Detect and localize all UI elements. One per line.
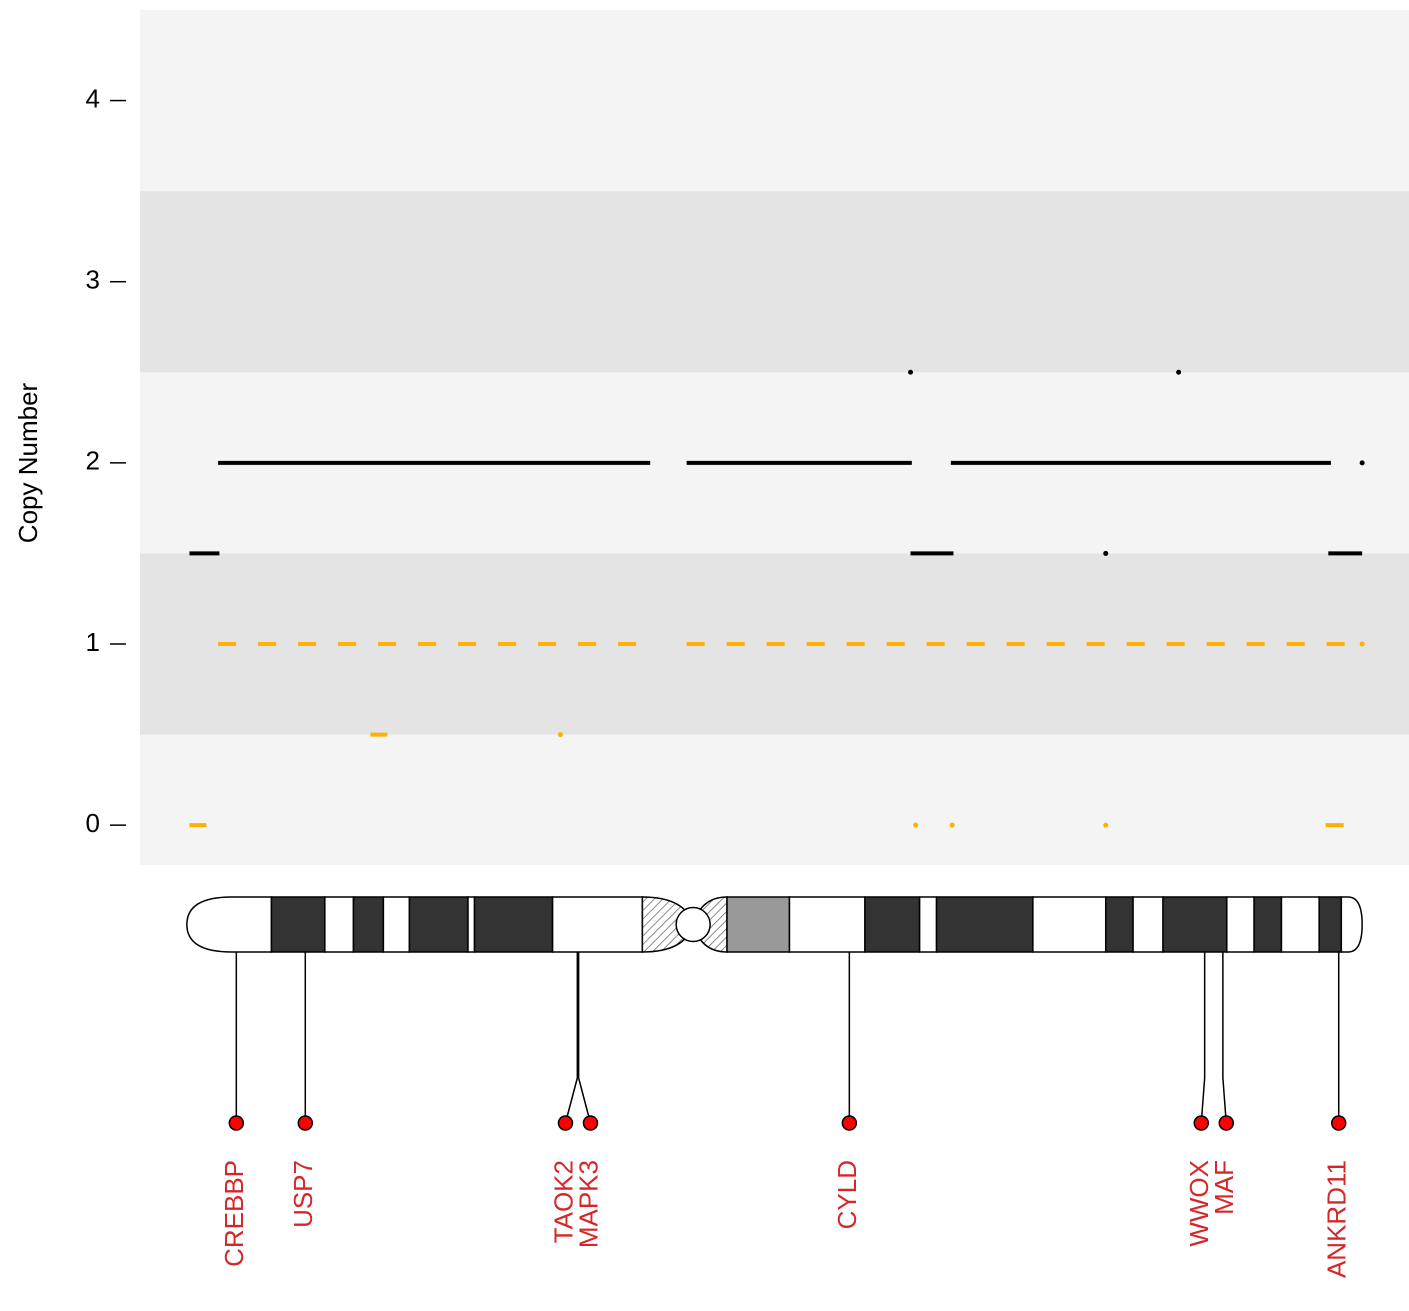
segment-point	[908, 369, 914, 375]
segment-point	[1103, 822, 1109, 828]
gene-dot	[1193, 1115, 1210, 1131]
y-tick-label: 2	[86, 446, 100, 476]
ideogram-band	[864, 896, 921, 953]
y-tick-label: 4	[86, 83, 100, 113]
ideogram-band	[352, 896, 385, 953]
gene-label: USP7	[288, 1160, 318, 1228]
segment-point	[1359, 460, 1365, 466]
gene-connector	[577, 952, 592, 1124]
ideogram-band	[918, 896, 938, 953]
shading-band	[140, 191, 1409, 373]
gene-label: CREBBP	[219, 1160, 249, 1267]
gene-dot	[297, 1115, 314, 1131]
gene-dot	[1330, 1115, 1347, 1131]
ideogram-band	[1032, 896, 1107, 953]
gene-label: MAPK3	[573, 1160, 603, 1248]
ideogram-band	[473, 896, 554, 953]
segment-point	[1176, 369, 1182, 375]
gene-label: TAOK2	[548, 1160, 578, 1243]
ideogram-band	[270, 896, 326, 953]
gene-label: CYLD	[832, 1160, 862, 1229]
segment-point	[1359, 641, 1365, 647]
ideogram-band	[186, 896, 273, 953]
gene-dot	[228, 1115, 245, 1131]
centromere	[675, 906, 711, 943]
y-tick-label: 0	[86, 808, 100, 838]
gene-connector	[564, 952, 579, 1124]
gene-dot	[841, 1115, 858, 1131]
ideogram-band	[788, 896, 866, 953]
plot-background	[140, 10, 1409, 865]
ideogram-band	[1132, 896, 1164, 953]
gene-label: WWOX	[1184, 1160, 1214, 1247]
ideogram-band	[382, 896, 411, 953]
ideogram-band	[1253, 896, 1283, 953]
ideogram-band	[935, 896, 1034, 953]
ideogram-band	[408, 896, 469, 953]
ideogram-band	[1318, 896, 1343, 953]
ideogram-band	[467, 896, 476, 953]
gene-label: MAF	[1209, 1160, 1239, 1215]
ideogram-band	[324, 896, 355, 953]
ideogram-band	[551, 896, 644, 953]
gene-dot	[582, 1115, 599, 1131]
gene-dot	[557, 1115, 574, 1131]
ideogram-band	[726, 896, 791, 953]
segment-point	[557, 732, 563, 738]
gene-dot	[1218, 1115, 1235, 1131]
gene-connector	[1200, 952, 1206, 1124]
ideogram-band	[1162, 896, 1228, 953]
y-tick-label: 3	[86, 265, 100, 295]
ideogram-band	[1104, 896, 1134, 953]
segment-point	[913, 822, 919, 828]
y-axis-label: Copy Number	[13, 382, 43, 543]
segment-point	[1103, 550, 1109, 556]
ideogram-band	[1226, 896, 1255, 953]
ideogram-band	[1340, 896, 1363, 953]
segment-point	[949, 822, 955, 828]
gene-connector	[1222, 952, 1228, 1124]
gene-label: ANKRD11	[1322, 1160, 1352, 1278]
ideogram-band	[1280, 896, 1320, 953]
y-tick-label: 1	[86, 627, 100, 657]
